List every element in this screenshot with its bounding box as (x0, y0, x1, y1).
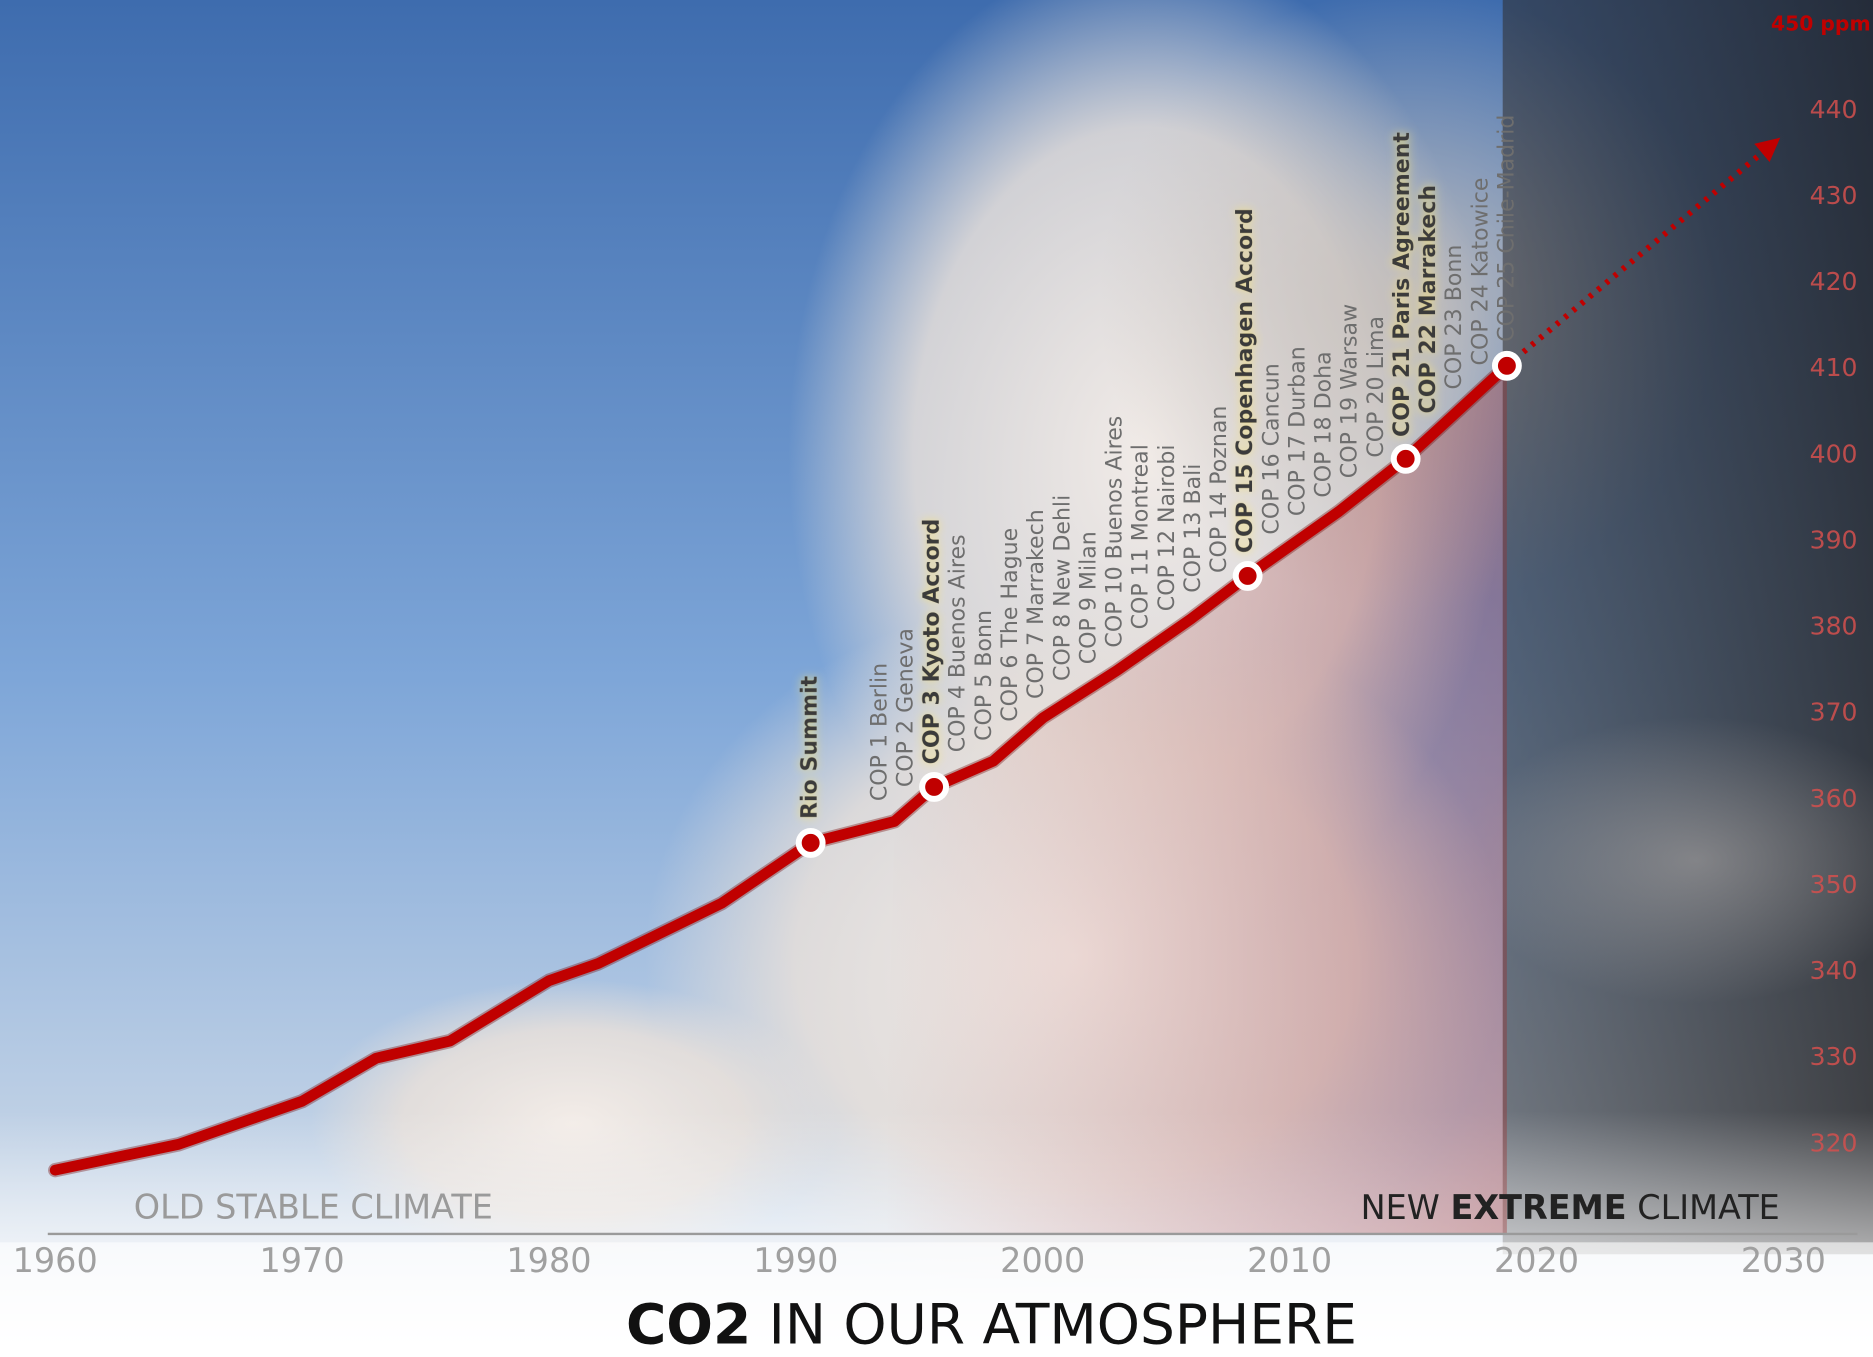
y-tick-label: 390 (1810, 525, 1858, 554)
y-tick-label: 410 (1810, 353, 1858, 382)
x-tick-label: 2000 (1000, 1241, 1085, 1280)
annotation: COP 15 Copenhagen Accord (1232, 208, 1258, 553)
y-tick-label: 380 (1810, 612, 1858, 641)
chart-title: CO2 IN OUR ATMOSPHERE (626, 1292, 1357, 1356)
right-label-part: NEW (1361, 1187, 1440, 1226)
co2-line (49, 360, 1513, 1176)
annotation: COP 20 Lima (1363, 316, 1389, 458)
marker (1390, 443, 1421, 474)
dark-sky (1502, 0, 1873, 1255)
cloud (1457, 716, 1873, 1004)
marker (1232, 560, 1263, 591)
annotation: COP 5 Bonn (971, 610, 997, 741)
y-tick-label: 430 (1810, 181, 1858, 210)
annotation: COP 3 Kyoto Accord (919, 519, 945, 765)
annotation: COP 13 Bali (1180, 464, 1206, 593)
annotation: COP 16 Cancun (1258, 363, 1284, 534)
y-tick-label: 340 (1810, 956, 1858, 985)
annotation: COP 17 Durban (1284, 346, 1310, 516)
right-label: NEW EXTREME CLIMATE (1361, 1187, 1780, 1226)
x-tick-label: 1960 (13, 1241, 98, 1280)
right-label-part: CLIMATE (1637, 1187, 1780, 1226)
y-tick-label: 400 (1810, 439, 1858, 468)
annotation: COP 18 Doha (1311, 351, 1337, 497)
bottom-band (0, 1242, 1873, 1357)
annotation: COP 10 Buenos Aires (1102, 416, 1128, 648)
projection-line (1504, 137, 1781, 369)
x-tick-label: 2030 (1741, 1241, 1826, 1280)
annotation: COP 12 Nairobi (1154, 445, 1180, 612)
annotation: COP 1 Berlin (866, 663, 892, 801)
annotation: COP 4 Buenos Aires (945, 534, 971, 752)
x-tick-label: 1990 (753, 1241, 838, 1280)
x-tick-label: 2020 (1494, 1241, 1579, 1280)
annotation: COP 22 Marrakech (1415, 185, 1441, 414)
annotation: COP 19 Warsaw (1337, 304, 1363, 478)
plot: Rio Summit COP 1 Berlin COP 2 Geneva COP 3 … (48, 115, 1781, 1234)
title-part: CO2 (626, 1292, 751, 1356)
annotation: COP 11 Montreal (1128, 444, 1154, 629)
y-tick-label: 320 (1810, 1128, 1858, 1157)
x-tick-label: 2010 (1247, 1241, 1332, 1280)
y-tick-label: 360 (1810, 784, 1858, 813)
y-tick-label: 450 ppm (1771, 12, 1871, 36)
left-label: OLD STABLE CLIMATE (134, 1187, 493, 1226)
title-part: IN OUR ATMOSPHERE (769, 1292, 1357, 1356)
annotation: COP 9 Milan (1075, 531, 1101, 664)
marker (1491, 350, 1522, 381)
annotation: COP 8 New Dehli (1049, 495, 1075, 681)
annotation: COP 25 Chile-Madrid (1493, 115, 1519, 342)
x-tick-label: 1980 (506, 1241, 591, 1280)
annotation: Rio Summit (797, 675, 823, 819)
annotation: COP 24 Katowice (1467, 177, 1493, 365)
area-tint (883, 365, 1507, 1234)
marker (795, 827, 826, 858)
annotation: COP 21 Paris Agreement (1389, 132, 1415, 437)
marker (919, 771, 950, 802)
annotation: COP 7 Marrakech (1023, 509, 1049, 699)
y-tick-label: 420 (1810, 267, 1858, 296)
annotation: COP 6 The Hague (997, 528, 1023, 722)
x-tick-label: 1970 (260, 1241, 345, 1280)
y-tick-label: 370 (1810, 698, 1858, 727)
y-tick-label: 440 (1810, 95, 1858, 124)
right-label-part: EXTREME (1451, 1187, 1627, 1226)
annotation: COP 23 Bonn (1441, 245, 1467, 390)
annotation: COP 14 Poznan (1206, 406, 1232, 573)
y-tick-label: 350 (1810, 870, 1858, 899)
y-tick-label: 330 (1810, 1042, 1858, 1071)
annotation: COP 2 Geneva (892, 628, 918, 787)
